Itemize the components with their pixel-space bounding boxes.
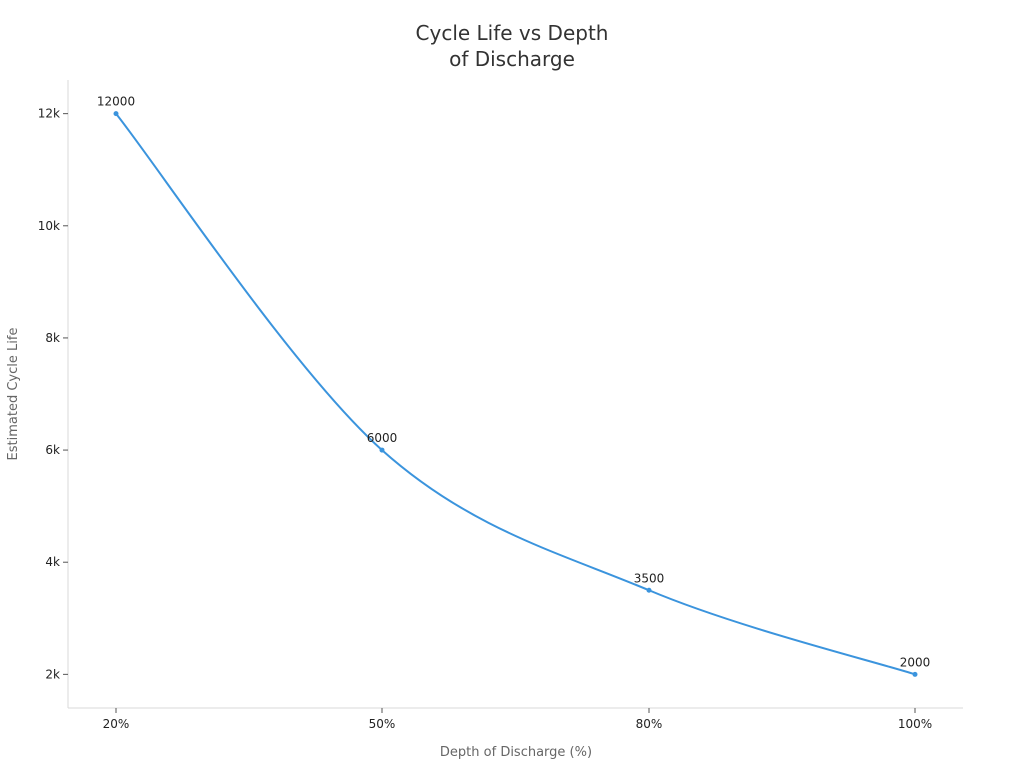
y-axis-title: Estimated Cycle Life — [6, 328, 21, 461]
y-tick-label: 6k — [45, 443, 60, 457]
chart-title-line-1: Cycle Life vs Depth — [416, 21, 609, 45]
series-layer: 12000 6000 3500 2000 — [97, 95, 930, 677]
data-label: 12000 — [97, 95, 135, 109]
data-point — [912, 671, 918, 677]
data-label: 3500 — [634, 571, 665, 585]
x-tick-label: 50% — [369, 717, 396, 731]
data-point — [646, 587, 652, 593]
data-label: 6000 — [367, 431, 398, 445]
x-axis-ticks: 20% 50% 80% 100% — [103, 708, 932, 731]
y-axis-ticks: 2k 4k 6k 8k 10k 12k — [38, 107, 68, 681]
x-tick-label: 100% — [898, 717, 932, 731]
data-label: 2000 — [900, 655, 931, 669]
y-tick-label: 4k — [45, 555, 60, 569]
y-tick-label: 8k — [45, 331, 60, 345]
y-tick-label: 2k — [45, 667, 60, 681]
y-tick-label: 10k — [38, 219, 60, 233]
x-tick-label: 80% — [636, 717, 663, 731]
x-axis-title: Depth of Discharge (%) — [440, 745, 592, 760]
series-line — [115, 113, 916, 676]
chart-title: Cycle Life vs Depth of Discharge — [416, 21, 609, 71]
x-tick-label: 20% — [103, 717, 130, 731]
data-point — [379, 447, 385, 453]
data-point — [113, 111, 119, 117]
y-tick-label: 12k — [38, 107, 60, 121]
chart-title-line-2: of Discharge — [449, 47, 575, 71]
